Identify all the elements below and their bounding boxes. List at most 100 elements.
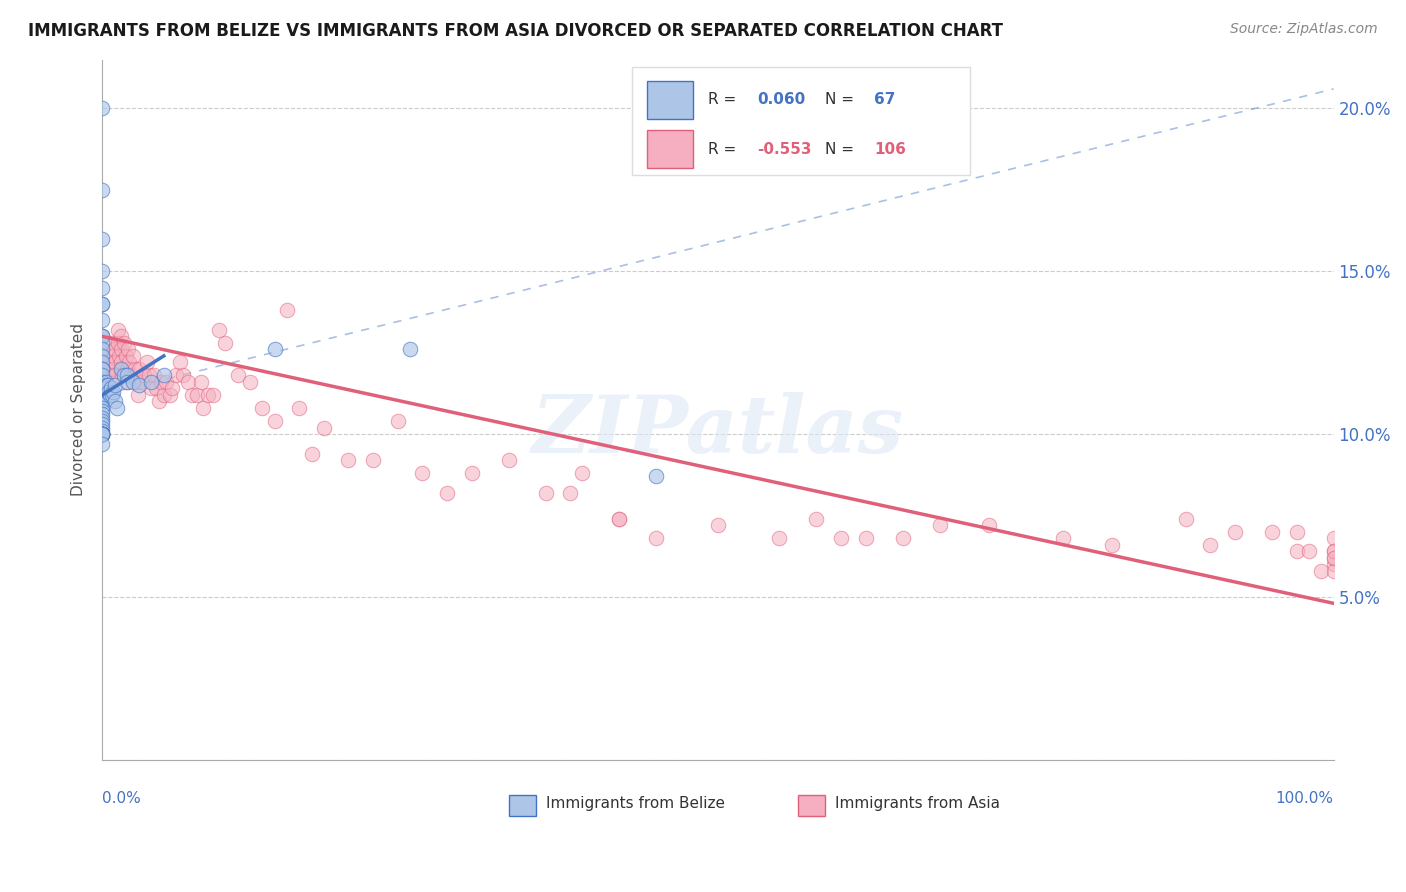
Point [162, 381, 184, 395]
Point [1310, 564, 1333, 578]
Point [110, 362, 132, 376]
Point [1323, 564, 1346, 578]
Point [91, 335, 114, 350]
Point [91, 329, 114, 343]
Text: -0.553: -0.553 [758, 142, 811, 157]
Point [91, 345, 114, 359]
Point [91, 378, 114, 392]
Point [120, 368, 142, 383]
Point [135, 355, 157, 369]
Point [460, 466, 482, 480]
Point [141, 375, 163, 389]
FancyBboxPatch shape [509, 795, 536, 815]
Point [312, 420, 335, 434]
Point [111, 368, 134, 383]
Point [110, 343, 132, 357]
Point [387, 414, 409, 428]
Point [91, 394, 114, 409]
Point [103, 384, 125, 399]
Point [1101, 538, 1123, 552]
Point [159, 388, 181, 402]
Point [560, 485, 582, 500]
Point [97, 362, 120, 376]
Point [91, 427, 114, 442]
Point [977, 518, 1000, 533]
Point [112, 335, 135, 350]
Point [128, 362, 150, 376]
Point [142, 368, 165, 383]
Point [97, 384, 120, 399]
Point [94, 375, 117, 389]
Point [177, 375, 200, 389]
Point [1223, 524, 1246, 539]
Point [226, 368, 249, 383]
Text: 0.060: 0.060 [758, 92, 806, 107]
Point [1323, 550, 1346, 565]
Point [1323, 531, 1346, 545]
Point [107, 323, 129, 337]
Point [208, 323, 231, 337]
Point [361, 453, 384, 467]
Point [103, 394, 125, 409]
Point [122, 375, 145, 389]
Point [91, 427, 114, 442]
Point [806, 511, 828, 525]
Point [1052, 531, 1074, 545]
Point [152, 368, 174, 383]
Point [1199, 538, 1222, 552]
Point [114, 349, 136, 363]
Point [103, 355, 125, 369]
Point [707, 518, 730, 533]
Point [91, 375, 114, 389]
Point [91, 427, 114, 442]
Point [127, 388, 149, 402]
Point [131, 375, 153, 389]
Point [103, 378, 125, 392]
Point [108, 349, 131, 363]
Point [91, 232, 114, 246]
Point [100, 381, 122, 395]
Point [239, 375, 262, 389]
Text: R =: R = [709, 142, 741, 157]
Point [112, 368, 135, 383]
Point [91, 420, 114, 434]
Text: Source: ZipAtlas.com: Source: ZipAtlas.com [1230, 22, 1378, 37]
Point [276, 303, 298, 318]
Point [301, 446, 323, 460]
Point [145, 381, 167, 395]
Point [165, 368, 187, 383]
Point [132, 368, 155, 383]
Point [186, 388, 208, 402]
Point [101, 388, 124, 402]
Point [122, 349, 145, 363]
Point [91, 362, 114, 376]
Point [91, 368, 114, 383]
Point [96, 355, 118, 369]
Point [498, 453, 520, 467]
Point [263, 343, 285, 357]
Point [141, 381, 163, 395]
Point [169, 355, 191, 369]
Point [1298, 544, 1320, 558]
Point [138, 368, 160, 383]
Text: IMMIGRANTS FROM BELIZE VS IMMIGRANTS FROM ASIA DIVORCED OR SEPARATED CORRELATION: IMMIGRANTS FROM BELIZE VS IMMIGRANTS FRO… [28, 22, 1002, 40]
Point [91, 437, 114, 451]
Text: N =: N = [825, 142, 859, 157]
Point [96, 381, 118, 395]
Point [830, 531, 852, 545]
Point [91, 183, 114, 197]
Point [91, 427, 114, 442]
Point [91, 378, 114, 392]
Point [115, 368, 138, 383]
Point [91, 391, 114, 405]
Point [115, 375, 138, 389]
Point [91, 329, 114, 343]
Point [91, 264, 114, 278]
Text: 106: 106 [875, 142, 907, 157]
Point [103, 368, 125, 383]
Point [110, 355, 132, 369]
Point [91, 388, 114, 402]
Text: N =: N = [825, 92, 859, 107]
Point [94, 381, 117, 395]
Point [91, 394, 114, 409]
